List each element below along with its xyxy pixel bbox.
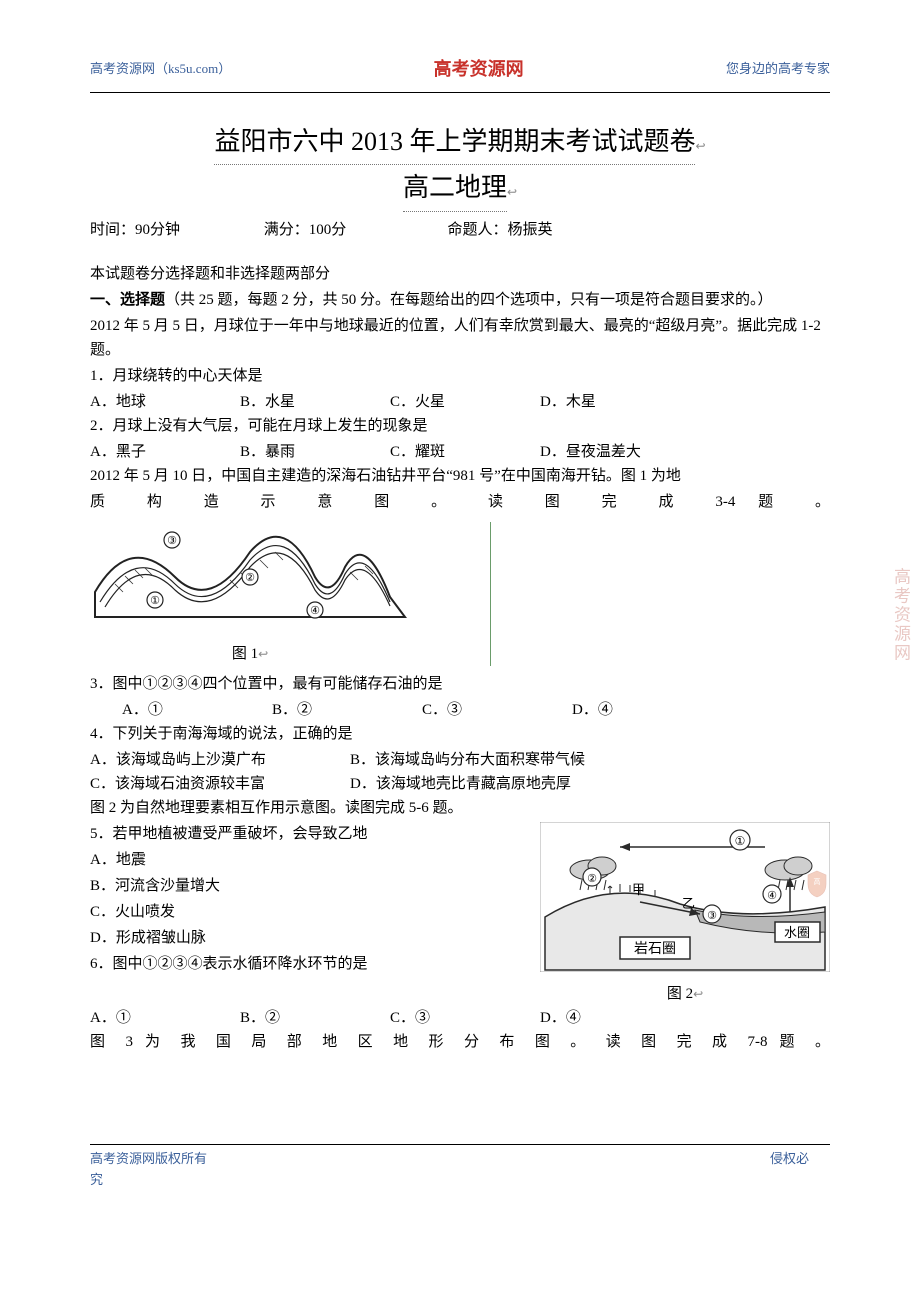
q1-opt-c: C．火星 <box>390 390 540 414</box>
svg-text:水圈: 水圈 <box>784 925 810 940</box>
q5q6-with-figure: 5．若甲地植被遭受严重破坏，会导致乙地 A．地震 B．河流含沙量增大 C．火山喷… <box>90 822 830 1006</box>
q3-opt-b: B．② <box>272 698 422 722</box>
q3-opt-d: D．④ <box>572 698 722 722</box>
section-desc: （共 25 题，每题 2 分，共 50 分。在每题给出的四个选项中，只有一项是符… <box>165 292 773 308</box>
q4-opt-a: A．该海域岛屿上沙漠广布 <box>90 748 350 772</box>
context-q7q8: 图 3 为 我 国 局 部 地 区 地 形 分 布 图 。 读 图 完 成 7-… <box>90 1030 830 1054</box>
header-rule <box>90 92 830 93</box>
figure-1-svg: ③ ② ① ④ <box>90 522 410 632</box>
fig1-caption-text: 图 1 <box>232 646 258 662</box>
return-mark-icon: ↩ <box>695 139 705 153</box>
svg-text:③: ③ <box>707 910 717 922</box>
q5-opt-b: B．河流含沙量增大 <box>90 874 520 898</box>
footer-copyright-2: 究 <box>90 1170 290 1191</box>
header-right: 您身边的高考专家 <box>726 59 830 80</box>
figure-2-caption: 图 2↩ <box>540 982 830 1006</box>
footer-right: 侵权必 <box>770 1149 830 1191</box>
title-block: 益阳市六中 2013 年上学期期末考试试题卷↩ 高二地理↩ <box>90 121 830 212</box>
q1-opt-d: D．木星 <box>540 390 690 414</box>
header-left: 高考资源网（ks5u.com） <box>90 59 231 80</box>
figure-1-block: ③ ② ① ④ 图 1↩ <box>90 522 830 666</box>
svg-text:②: ② <box>245 572 255 584</box>
q1-opt-b: B．水星 <box>240 390 390 414</box>
fig2-caption-text: 图 2 <box>667 986 693 1002</box>
return-mark-icon: ↩ <box>693 987 703 1001</box>
q5-text: 5．若甲地植被遭受严重破坏，会导致乙地 <box>90 822 520 846</box>
q4-opt-b: B．该海域岛屿分布大面积寒带气候 <box>350 748 585 772</box>
return-mark-icon: ↩ <box>507 185 517 199</box>
q4-text: 4．下列关于南海海域的说法，正确的是 <box>90 722 830 746</box>
figure-2-svg: 岩石圈 水圈 ① <box>540 822 830 972</box>
page-header: 高考资源网（ks5u.com） 高考资源网 您身边的高考专家 <box>90 55 830 92</box>
meta-score: 满分：100分 <box>264 218 444 242</box>
q4-opt-c: C．该海域石油资源较丰富 <box>90 772 350 796</box>
exam-title: 益阳市六中 2013 年上学期期末考试试题卷 <box>214 121 695 166</box>
watermark-shield-icon: 高 <box>806 870 828 898</box>
svg-text:岩石圈: 岩石圈 <box>634 941 676 957</box>
q2-opt-a: A．黑子 <box>90 440 240 464</box>
meta-time: 时间：90分钟 <box>90 218 260 242</box>
q4-opt-d: D．该海域地壳比青藏高原地壳厚 <box>350 772 571 796</box>
q1-options: A．地球 B．水星 C．火星 D．木星 <box>90 390 830 414</box>
q5-opt-c: C．火山喷发 <box>90 900 520 924</box>
svg-text:④: ④ <box>310 605 320 617</box>
exam-meta: 时间：90分钟 满分：100分 命题人：杨振英 <box>90 218 830 242</box>
q6-options: A．① B．② C．③ D．④ <box>90 1006 830 1030</box>
return-mark-icon: ↩ <box>258 647 268 661</box>
q6-opt-c: C．③ <box>390 1006 540 1030</box>
q3-text: 3．图中①②③④四个位置中，最有可能储存石油的是 <box>90 672 830 696</box>
footer-copyright: 高考资源网版权所有 <box>90 1149 290 1170</box>
paper-structure: 本试题卷分选择题和非选择题两部分 <box>90 262 830 286</box>
svg-text:③: ③ <box>167 535 177 547</box>
context-q1q2: 2012 年 5 月 5 日，月球位于一年中与地球最近的位置，人们有幸欣赏到最大… <box>90 314 830 362</box>
context-q3q4-line2: 质 构 造 示 意 图 。 读 图 完 成 3-4 题 。 <box>90 490 830 514</box>
q4-options-row2: C．该海域石油资源较丰富 D．该海域地壳比青藏高原地壳厚 <box>90 772 830 796</box>
svg-text:①: ① <box>735 834 746 848</box>
svg-text:②: ② <box>587 873 597 885</box>
svg-text:乙: 乙 <box>682 896 695 911</box>
q5-opt-d: D．形成褶皱山脉 <box>90 926 520 950</box>
page-footer: 高考资源网版权所有 究 侵权必 <box>90 1145 830 1191</box>
q3-opt-a: A．① <box>122 698 272 722</box>
figure-1-caption: 图 1↩ <box>90 642 410 666</box>
content-body: 本试题卷分选择题和非选择题两部分 一、选择题（共 25 题，每题 2 分，共 5… <box>90 262 830 1054</box>
section-label: 一、选择题 <box>90 292 165 308</box>
svg-text:甲: 甲 <box>632 882 645 897</box>
q6-opt-d: D．④ <box>540 1006 690 1030</box>
q1-text: 1．月球绕转的中心天体是 <box>90 364 830 388</box>
q2-options: A．黑子 B．暴雨 C．耀斑 D．昼夜温差大 <box>90 440 830 464</box>
q4-options-row1: A．该海域岛屿上沙漠广布 B．该海域岛屿分布大面积寒带气候 <box>90 748 830 772</box>
section-one-heading: 一、选择题（共 25 题，每题 2 分，共 50 分。在每题给出的四个选项中，只… <box>90 288 830 312</box>
q2-opt-b: B．暴雨 <box>240 440 390 464</box>
q6-opt-a: A．① <box>90 1006 240 1030</box>
q6-opt-b: B．② <box>240 1006 390 1030</box>
header-center: 高考资源网 <box>434 55 524 84</box>
q3-options: A．① B．② C．③ D．④ <box>90 698 830 722</box>
context-q3q4-line1: 2012 年 5 月 10 日，中国自主建造的深海石油钻井平台“981 号”在中… <box>90 464 830 488</box>
svg-text:①: ① <box>150 595 160 607</box>
q5-opt-a: A．地震 <box>90 848 520 872</box>
q2-text: 2．月球上没有大气层，可能在月球上发生的现象是 <box>90 414 830 438</box>
svg-text:④: ④ <box>767 890 777 902</box>
q2-opt-d: D．昼夜温差大 <box>540 440 690 464</box>
q1-opt-a: A．地球 <box>90 390 240 414</box>
exam-subtitle: 高二地理 <box>403 167 507 212</box>
q6-text: 6．图中①②③④表示水循环降水环节的是 <box>90 952 520 976</box>
svg-text:高: 高 <box>814 877 821 886</box>
q2-opt-c: C．耀斑 <box>390 440 540 464</box>
meta-author: 命题人：杨振英 <box>448 218 553 242</box>
watermark-vertical: 高考资源网 <box>887 568 914 663</box>
q3-opt-c: C．③ <box>422 698 572 722</box>
context-q5q6: 图 2 为自然地理要素相互作用示意图。读图完成 5-6 题。 <box>90 796 830 820</box>
